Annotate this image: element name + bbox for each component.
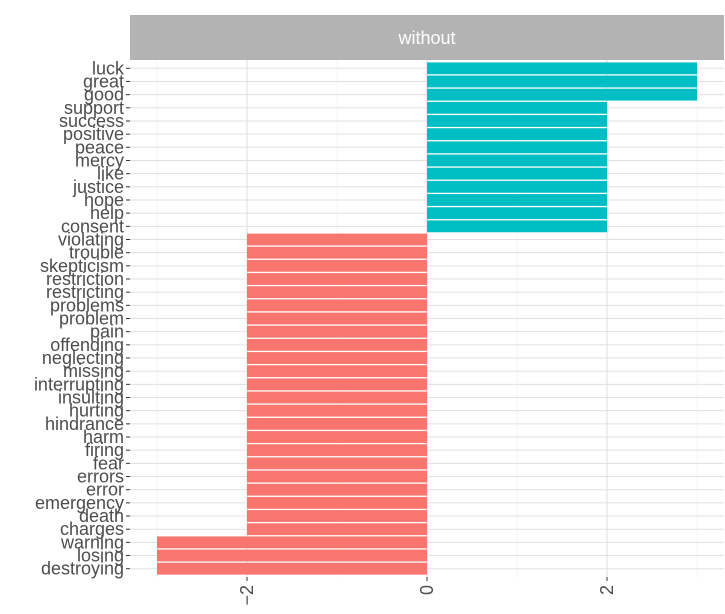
bar-problems <box>247 299 427 312</box>
bar-restricting <box>247 286 427 299</box>
category-label-death: death <box>79 506 124 526</box>
bar-death <box>247 510 427 522</box>
category-label-good: good <box>84 85 124 105</box>
category-label-problems: problems <box>50 295 124 315</box>
category-label-peace: peace <box>75 137 124 157</box>
bar-restriction <box>247 273 427 285</box>
category-label-destroying: destroying <box>41 559 124 579</box>
category-label-error: error <box>86 480 124 500</box>
bar-violating <box>247 233 427 246</box>
category-label-problem: problem <box>59 309 124 329</box>
bar-neglecting <box>247 352 427 364</box>
bar-error <box>247 483 427 496</box>
bar-fear <box>247 457 427 470</box>
bar-support <box>427 101 607 114</box>
category-label-consent: consent <box>61 216 124 236</box>
category-label-offending: offending <box>50 335 124 355</box>
x-tick-label: −2 <box>237 585 257 606</box>
bar-firing <box>247 444 427 457</box>
bar-hindrance <box>247 417 427 430</box>
category-label-warning: warning <box>60 532 124 552</box>
category-label-losing: losing <box>77 546 124 566</box>
x-tick-label: 0 <box>417 585 437 595</box>
category-label-errors: errors <box>77 467 124 487</box>
bar-insulting <box>247 391 427 404</box>
category-label-interrupting: interrupting <box>34 374 124 394</box>
category-label-missing: missing <box>63 361 124 381</box>
category-label-like: like <box>97 164 124 184</box>
category-label-charges: charges <box>60 519 124 539</box>
bar-positive <box>427 128 607 141</box>
category-label-restricting: restricting <box>46 282 124 302</box>
x-tick-label: 2 <box>597 585 617 595</box>
category-label-great: great <box>83 71 124 91</box>
category-label-success: success <box>59 111 124 131</box>
facet-strip <box>130 15 724 60</box>
bar-success <box>427 115 607 127</box>
bar-offending <box>247 338 427 351</box>
category-label-pain: pain <box>90 322 124 342</box>
x-axis: −2 0 2 <box>237 577 617 606</box>
bar-skepticism <box>247 259 427 272</box>
bar-like <box>427 167 607 180</box>
bar-charges <box>247 523 427 536</box>
bar-great <box>427 75 697 88</box>
bar-justice <box>427 180 607 193</box>
bar-harm <box>247 431 427 443</box>
category-label-mercy: mercy <box>75 150 124 170</box>
bar-trouble <box>247 246 427 259</box>
category-label-firing: firing <box>85 440 124 460</box>
category-label-violating: violating <box>58 229 124 249</box>
category-label-insulting: insulting <box>58 388 124 408</box>
bar-good <box>427 88 697 101</box>
bar-emergency <box>247 496 427 509</box>
bar-luck <box>427 62 697 75</box>
category-label-support: support <box>64 98 124 118</box>
bar-mercy <box>427 154 607 167</box>
facet-strip-label: without <box>397 28 455 48</box>
category-labels: luckgreatgoodsupportsuccesspositivepeace… <box>34 58 130 579</box>
bar-warning <box>157 536 427 549</box>
category-label-positive: positive <box>63 124 124 144</box>
category-label-justice: justice <box>72 177 124 197</box>
bar-problem <box>247 312 427 325</box>
category-label-luck: luck <box>92 58 125 78</box>
bar-errors <box>247 470 427 483</box>
category-label-fear: fear <box>93 453 124 473</box>
category-label-help: help <box>90 203 124 223</box>
bar-help <box>427 207 607 220</box>
category-label-harm: harm <box>83 427 124 447</box>
category-label-restriction: restriction <box>46 269 124 289</box>
category-label-hindrance: hindrance <box>45 414 124 434</box>
category-label-trouble: trouble <box>69 243 124 263</box>
bar-losing <box>157 549 427 562</box>
category-label-skepticism: skepticism <box>40 256 124 276</box>
bar-consent <box>427 220 607 233</box>
bar-hope <box>427 194 607 206</box>
category-label-hope: hope <box>84 190 124 210</box>
category-label-neglecting: neglecting <box>42 348 124 368</box>
bar-hurting <box>247 404 427 417</box>
category-label-hurting: hurting <box>69 401 124 421</box>
bar-pain <box>247 325 427 338</box>
bars <box>157 62 697 575</box>
category-label-emergency: emergency <box>35 493 124 513</box>
bar-missing <box>247 365 427 378</box>
bar-interrupting <box>247 378 427 391</box>
bar-destroying <box>157 562 427 575</box>
bar-peace <box>427 141 607 154</box>
